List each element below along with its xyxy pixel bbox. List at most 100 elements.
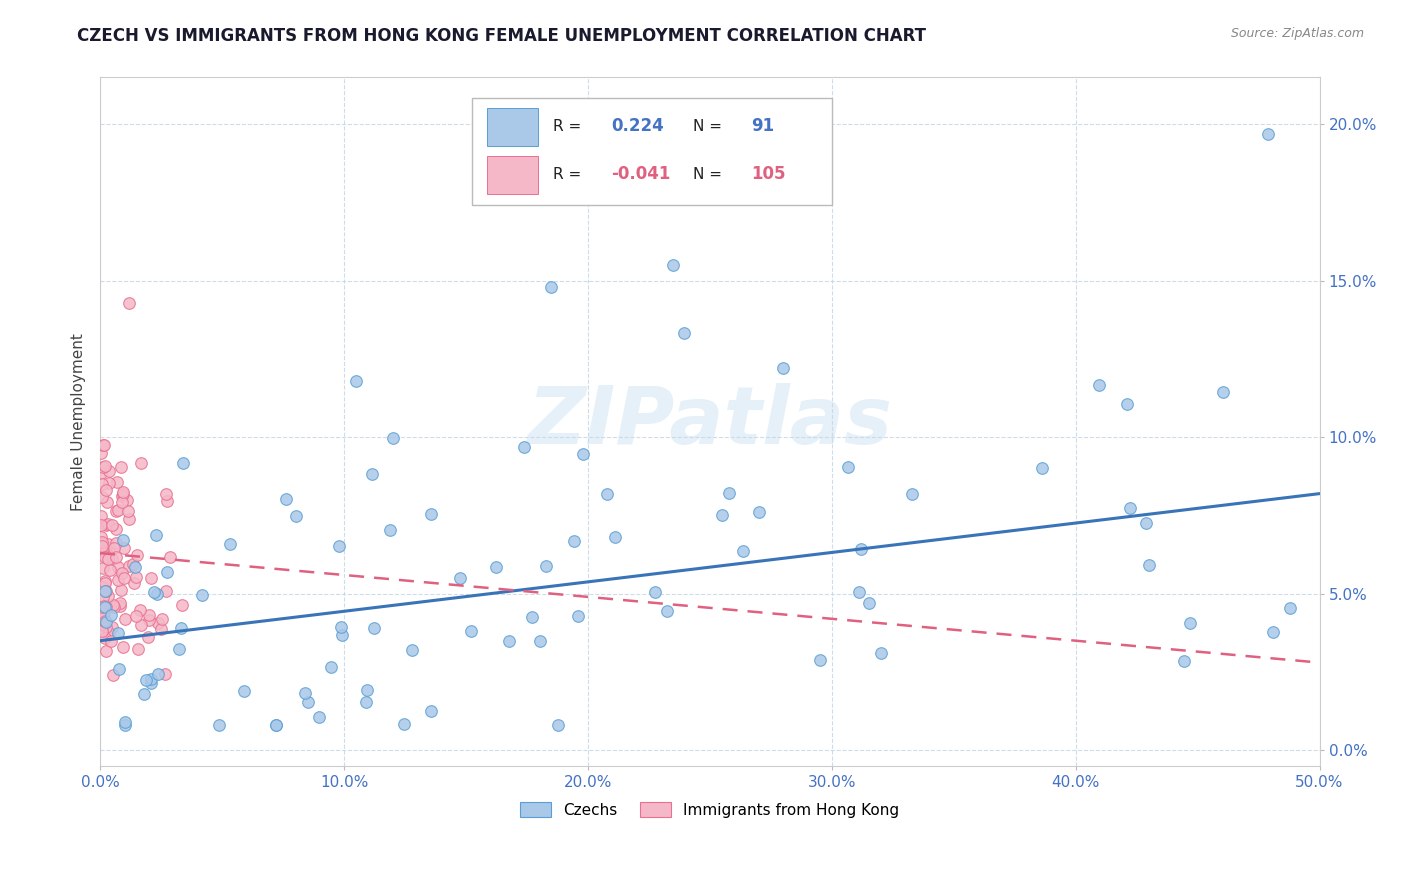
Point bbox=[419, 507, 441, 521]
Point bbox=[96, 584, 118, 599]
Point bbox=[91, 590, 114, 604]
Point bbox=[90, 541, 112, 556]
Point bbox=[808, 652, 831, 666]
Point bbox=[159, 549, 181, 564]
Point bbox=[98, 475, 121, 490]
Point bbox=[107, 559, 129, 574]
Point bbox=[98, 563, 121, 577]
Point bbox=[711, 508, 734, 523]
Point bbox=[1178, 615, 1201, 630]
Point bbox=[91, 539, 114, 553]
Point bbox=[94, 583, 117, 598]
Point bbox=[91, 616, 114, 631]
Point bbox=[91, 599, 114, 614]
Point bbox=[1173, 654, 1195, 668]
Point bbox=[101, 552, 124, 566]
Y-axis label: Female Unemployment: Female Unemployment bbox=[72, 333, 86, 510]
Point bbox=[644, 585, 666, 599]
Point bbox=[94, 574, 117, 588]
Point bbox=[321, 659, 343, 673]
Point bbox=[274, 492, 297, 507]
Point bbox=[672, 326, 695, 340]
Point bbox=[90, 467, 112, 481]
Point bbox=[101, 598, 124, 612]
Point bbox=[285, 508, 308, 523]
Text: 105: 105 bbox=[751, 165, 786, 184]
Point bbox=[94, 631, 117, 645]
Point bbox=[294, 685, 316, 699]
Point bbox=[127, 641, 149, 656]
Point bbox=[420, 704, 443, 718]
Point bbox=[114, 718, 136, 732]
Point bbox=[1278, 601, 1301, 615]
Point bbox=[98, 541, 121, 555]
Point bbox=[136, 630, 159, 644]
Point bbox=[93, 438, 115, 452]
Text: -0.041: -0.041 bbox=[612, 165, 671, 184]
Point bbox=[90, 490, 112, 504]
Point bbox=[94, 614, 117, 628]
Point bbox=[97, 589, 120, 603]
Legend: Czechs, Immigrants from Hong Kong: Czechs, Immigrants from Hong Kong bbox=[515, 796, 905, 823]
Point bbox=[1212, 385, 1234, 400]
Point bbox=[401, 642, 423, 657]
FancyBboxPatch shape bbox=[486, 108, 538, 145]
Point bbox=[1088, 377, 1111, 392]
Point bbox=[190, 588, 212, 602]
Point bbox=[90, 508, 112, 523]
Point bbox=[485, 560, 508, 574]
Point bbox=[135, 673, 157, 688]
Point bbox=[94, 615, 117, 630]
Point bbox=[328, 539, 350, 553]
Text: 91: 91 bbox=[751, 118, 775, 136]
FancyBboxPatch shape bbox=[486, 156, 538, 194]
Point bbox=[107, 574, 129, 588]
Point bbox=[138, 613, 160, 627]
Point bbox=[148, 615, 170, 630]
Point bbox=[96, 545, 118, 559]
Point bbox=[90, 580, 112, 594]
Point bbox=[110, 582, 132, 597]
Point bbox=[98, 625, 121, 640]
Point bbox=[603, 529, 626, 543]
Point bbox=[97, 537, 120, 551]
Point bbox=[103, 599, 125, 614]
Point bbox=[111, 487, 134, 501]
Point bbox=[94, 599, 117, 614]
Point bbox=[96, 495, 118, 509]
Point bbox=[858, 596, 880, 610]
Point bbox=[118, 558, 141, 573]
Point bbox=[363, 621, 385, 635]
Point bbox=[90, 446, 112, 460]
Point bbox=[94, 599, 117, 614]
Point bbox=[145, 527, 167, 541]
Point bbox=[330, 620, 353, 634]
Point bbox=[547, 718, 569, 732]
Point bbox=[94, 517, 117, 532]
Point bbox=[153, 667, 176, 681]
Point bbox=[112, 571, 135, 585]
Point bbox=[105, 504, 128, 518]
Point bbox=[378, 523, 401, 537]
Point bbox=[100, 634, 122, 648]
Point bbox=[139, 571, 162, 585]
Point bbox=[731, 544, 754, 558]
Point bbox=[662, 258, 685, 272]
Point bbox=[208, 718, 231, 732]
Point bbox=[1137, 558, 1160, 573]
Point bbox=[520, 610, 543, 624]
Point bbox=[94, 618, 117, 632]
Point bbox=[111, 495, 134, 509]
Text: R =: R = bbox=[553, 119, 586, 134]
Point bbox=[111, 566, 134, 580]
Point bbox=[94, 549, 117, 564]
Point bbox=[94, 644, 117, 658]
Text: Source: ZipAtlas.com: Source: ZipAtlas.com bbox=[1230, 27, 1364, 40]
Point bbox=[90, 535, 112, 549]
Point bbox=[118, 295, 141, 310]
Point bbox=[91, 544, 114, 558]
Text: CZECH VS IMMIGRANTS FROM HONG KONG FEMALE UNEMPLOYMENT CORRELATION CHART: CZECH VS IMMIGRANTS FROM HONG KONG FEMAL… bbox=[77, 27, 927, 45]
Point bbox=[564, 533, 586, 548]
Point bbox=[837, 460, 859, 475]
Point bbox=[143, 585, 166, 599]
